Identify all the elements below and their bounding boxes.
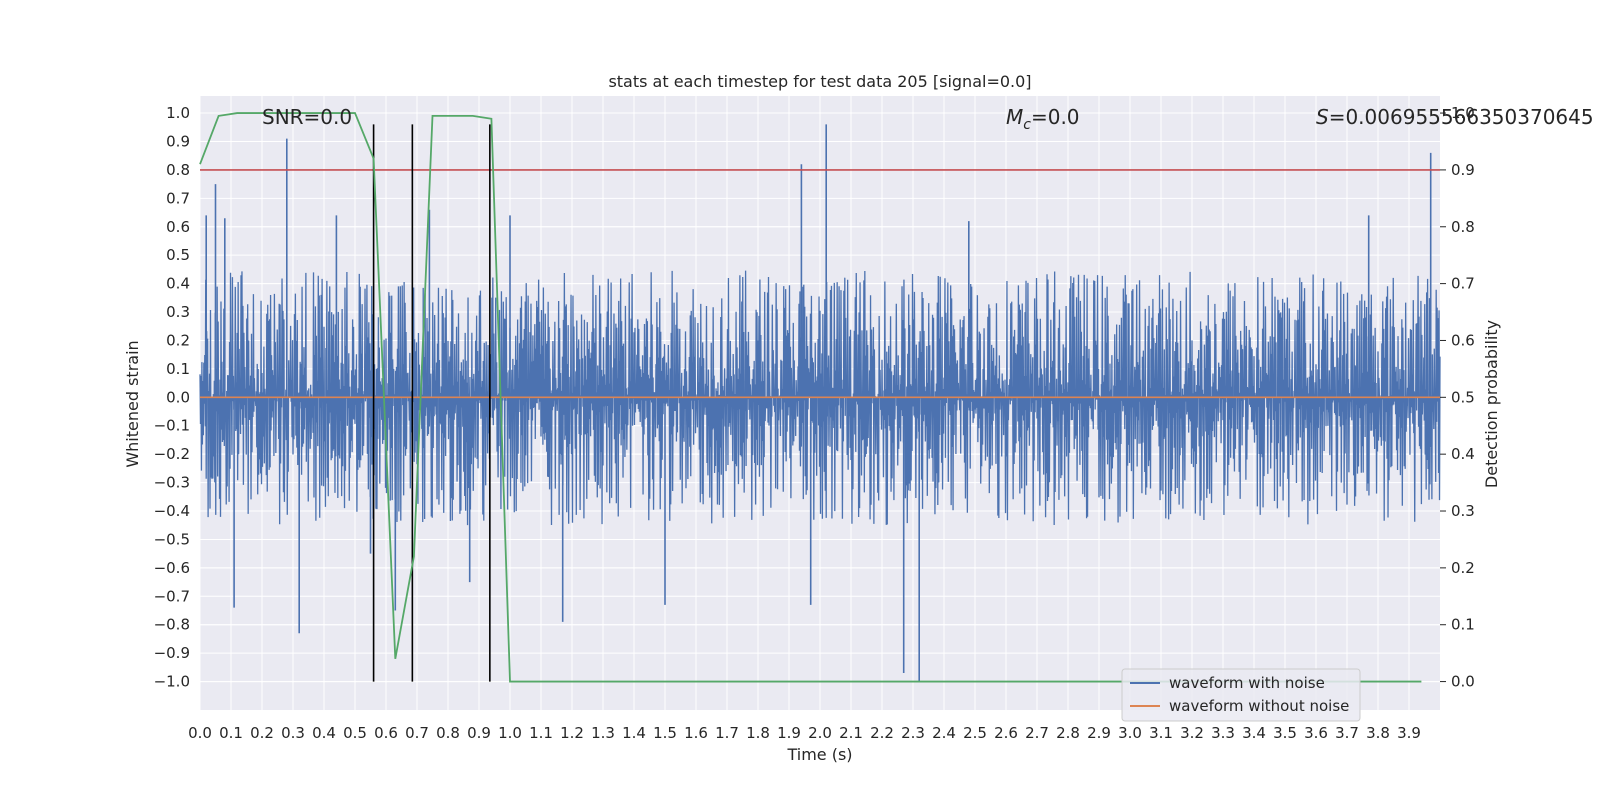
y-right-tick-label: 0.8 <box>1451 218 1475 236</box>
x-tick-label: 2.9 <box>1087 724 1111 742</box>
x-tick-label: 2.6 <box>994 724 1018 742</box>
y-left-tick-label: 0.5 <box>166 246 190 264</box>
x-tick-label: 0.1 <box>219 724 243 742</box>
y-right-tick-label: 0.6 <box>1451 331 1475 349</box>
x-tick-label: 3.0 <box>1118 724 1142 742</box>
y-right-tick-label: 0.5 <box>1451 388 1475 406</box>
chart-title: stats at each timestep for test data 205… <box>608 72 1031 91</box>
x-tick-label: 0.9 <box>467 724 491 742</box>
y-right-tick-label: 0.3 <box>1451 502 1475 520</box>
x-tick-label: 3.4 <box>1242 724 1266 742</box>
x-tick-label: 0.8 <box>436 724 460 742</box>
x-tick-label: 2.2 <box>870 724 894 742</box>
x-tick-label: 3.2 <box>1180 724 1204 742</box>
y-left-tick-label: 0.9 <box>166 132 190 150</box>
vertical-markers <box>372 124 491 682</box>
x-tick-label: 1.9 <box>777 724 801 742</box>
y-right-tick-label: 0.0 <box>1451 673 1475 691</box>
x-tick-label: 1.3 <box>591 724 615 742</box>
snr-annotation: SNR=0.0 <box>262 105 352 129</box>
y-right-tick-label: 0.9 <box>1451 161 1475 179</box>
x-tick-label: 0.2 <box>250 724 274 742</box>
x-tick-label: 3.8 <box>1366 724 1390 742</box>
x-tick-label: 1.8 <box>746 724 770 742</box>
y-axis-left-label: Whitened strain <box>123 340 142 467</box>
s-annotation: S=0.006955566350370645 <box>1316 105 1594 129</box>
x-tick-label: 0.4 <box>312 724 336 742</box>
noise-trace <box>199 270 1441 526</box>
y-left-tick-label: −0.1 <box>154 417 190 435</box>
x-tick-label: 1.2 <box>560 724 584 742</box>
x-tick-label: 2.0 <box>808 724 832 742</box>
x-tick-label: 1.1 <box>529 724 553 742</box>
y-left-tick-label: −0.8 <box>154 616 190 634</box>
y-left-tick-label: 0.2 <box>166 331 190 349</box>
y-left-tick-label: 0.4 <box>166 275 190 293</box>
y-left-tick-label: −0.3 <box>154 474 190 492</box>
x-tick-label: 2.3 <box>901 724 925 742</box>
y-left-tick-label: −0.5 <box>154 530 190 548</box>
legend-label-noise: waveform with noise <box>1169 674 1325 692</box>
y-axis-right-ticks: 1.0 0.9 0.8 0.7 0.6 0.5 0.4 0.3 0.2 0.1 0.0 <box>1440 104 1475 691</box>
y-left-tick-label: 0.7 <box>166 189 190 207</box>
x-tick-label: 3.5 <box>1273 724 1297 742</box>
legend-box <box>1121 668 1361 722</box>
x-tick-label: 3.3 <box>1211 724 1235 742</box>
x-tick-label: 1.4 <box>622 724 646 742</box>
y-right-tick-label: 0.1 <box>1451 616 1475 634</box>
y-left-tick-label: −0.9 <box>154 644 190 662</box>
y-axis-right-label: Detection probability <box>1482 320 1501 488</box>
x-axis-label: Time (s) <box>786 745 852 764</box>
x-tick-label: 3.1 <box>1149 724 1173 742</box>
y-left-tick-label: 0.8 <box>166 161 190 179</box>
x-tick-label: 2.8 <box>1056 724 1080 742</box>
x-tick-label: 1.7 <box>715 724 739 742</box>
y-right-tick-label: 0.2 <box>1451 559 1475 577</box>
y-left-tick-label: 0.0 <box>166 388 190 406</box>
x-tick-label: 2.1 <box>839 724 863 742</box>
x-tick-label: 0.7 <box>405 724 429 742</box>
x-tick-label: 0.5 <box>343 724 367 742</box>
x-tick-label: 1.0 <box>498 724 522 742</box>
series-waveform-with-noise <box>199 124 1441 682</box>
legend: waveform with noise waveform without noi… <box>1121 668 1361 722</box>
y-axis-left-ticks: 1.0 0.9 0.8 0.7 0.6 0.5 0.4 0.3 0.2 0.1 0.0 −0.1 −0.… <box>154 104 190 691</box>
x-tick-label: 0.6 <box>374 724 398 742</box>
y-left-tick-label: −0.7 <box>154 587 190 605</box>
x-tick-label: 1.5 <box>653 724 677 742</box>
y-right-tick-label: 1.0 <box>1451 104 1475 122</box>
x-tick-label: 2.5 <box>963 724 987 742</box>
x-tick-label: 1.6 <box>684 724 708 742</box>
y-left-tick-label: −0.4 <box>154 502 190 520</box>
x-tick-label: 2.7 <box>1025 724 1049 742</box>
series-detection-probability <box>199 112 1422 683</box>
y-left-tick-label: 0.1 <box>166 360 190 378</box>
x-tick-label: 0.0 <box>188 724 212 742</box>
y-left-tick-label: 0.6 <box>166 218 190 236</box>
y-left-tick-label: 0.3 <box>166 303 190 321</box>
x-tick-label: 3.7 <box>1335 724 1359 742</box>
legend-label-clean: waveform without noise <box>1169 697 1349 715</box>
probability-line <box>199 112 1422 683</box>
y-left-tick-label: −0.2 <box>154 445 190 463</box>
x-axis-ticks: 0.0 0.1 0.2 0.3 0.4 0.5 0.6 0.7 0.8 0.9 1.0 1.1 1.2 1… <box>188 724 1421 742</box>
x-tick-label: 3.9 <box>1397 724 1421 742</box>
y-left-tick-label: −1.0 <box>154 673 190 691</box>
y-left-tick-label: −0.6 <box>154 559 190 577</box>
y-left-tick-label: 1.0 <box>166 104 190 122</box>
y-right-tick-label: 0.4 <box>1451 445 1475 463</box>
x-tick-label: 0.3 <box>281 724 305 742</box>
y-right-tick-label: 0.7 <box>1451 275 1475 293</box>
chirp-mass-annotation: Mc=0.0 <box>1006 105 1080 133</box>
x-tick-label: 3.6 <box>1304 724 1328 742</box>
x-tick-label: 2.4 <box>932 724 956 742</box>
